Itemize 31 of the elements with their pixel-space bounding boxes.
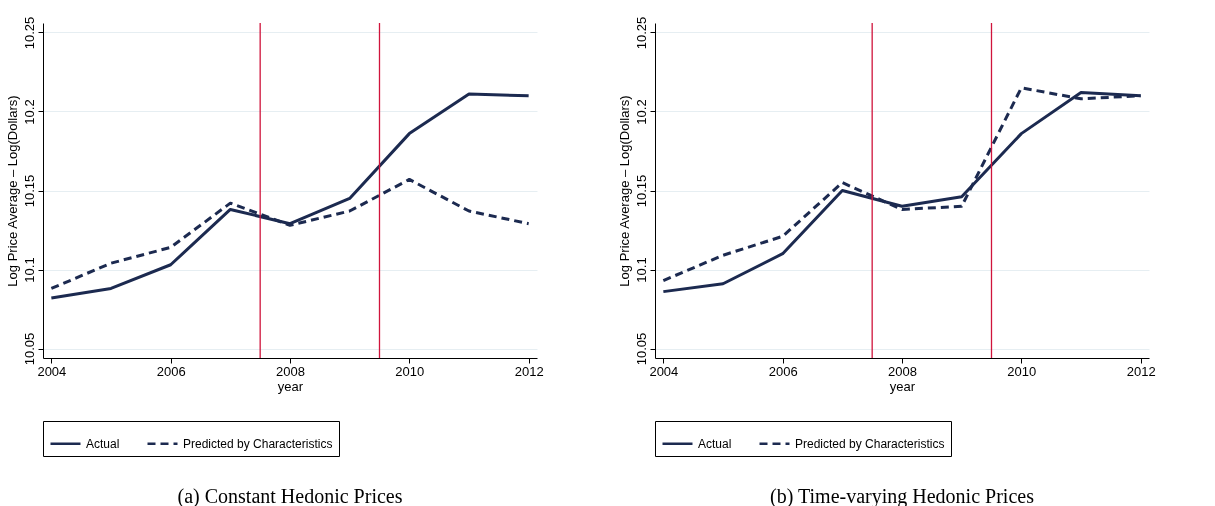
y-tick-label: 10.2 <box>633 99 649 125</box>
y-axis-title: Log Price Average – Log(Dollars) <box>4 95 20 287</box>
x-tick-label: 2004 <box>649 363 679 379</box>
x-tick-label: 2006 <box>156 363 186 379</box>
y-tick-label: 10.25 <box>21 16 37 50</box>
x-tick-label: 2010 <box>395 363 425 379</box>
x-tick-label: 2008 <box>888 363 917 379</box>
legend-label: Actual <box>86 436 120 451</box>
x-tick-label: 2012 <box>514 363 544 379</box>
y-tick-label: 10.2 <box>21 99 37 125</box>
y-tick-label: 10.15 <box>21 174 37 208</box>
legend-label: Predicted by Characteristics <box>795 436 945 451</box>
x-tick-label: 2006 <box>768 363 798 379</box>
x-tick-label: 2008 <box>276 363 305 379</box>
y-tick-label: 10.1 <box>21 257 37 283</box>
y-tick-label: 10.05 <box>633 332 649 366</box>
x-tick-label: 2012 <box>1126 363 1156 379</box>
y-tick-label: 10.05 <box>21 332 37 366</box>
legend-label: Predicted by Characteristics <box>183 436 333 451</box>
text: (b) Time-varying Hedonic Prices <box>770 484 1035 506</box>
y-tick-label: 10.15 <box>633 174 649 208</box>
x-tick-label: 2010 <box>1007 363 1037 379</box>
y-tick-label: 10.1 <box>633 257 649 283</box>
text: (a) Constant Hedonic Prices <box>177 484 403 506</box>
y-tick-label: 10.25 <box>633 16 649 50</box>
x-tick-label: 2004 <box>37 363 67 379</box>
x-axis-title: year <box>889 378 916 394</box>
y-axis-title: Log Price Average – Log(Dollars) <box>616 95 632 287</box>
x-axis-title: year <box>277 378 304 394</box>
line-series <box>49 92 531 300</box>
legend-label: Actual <box>698 436 732 451</box>
